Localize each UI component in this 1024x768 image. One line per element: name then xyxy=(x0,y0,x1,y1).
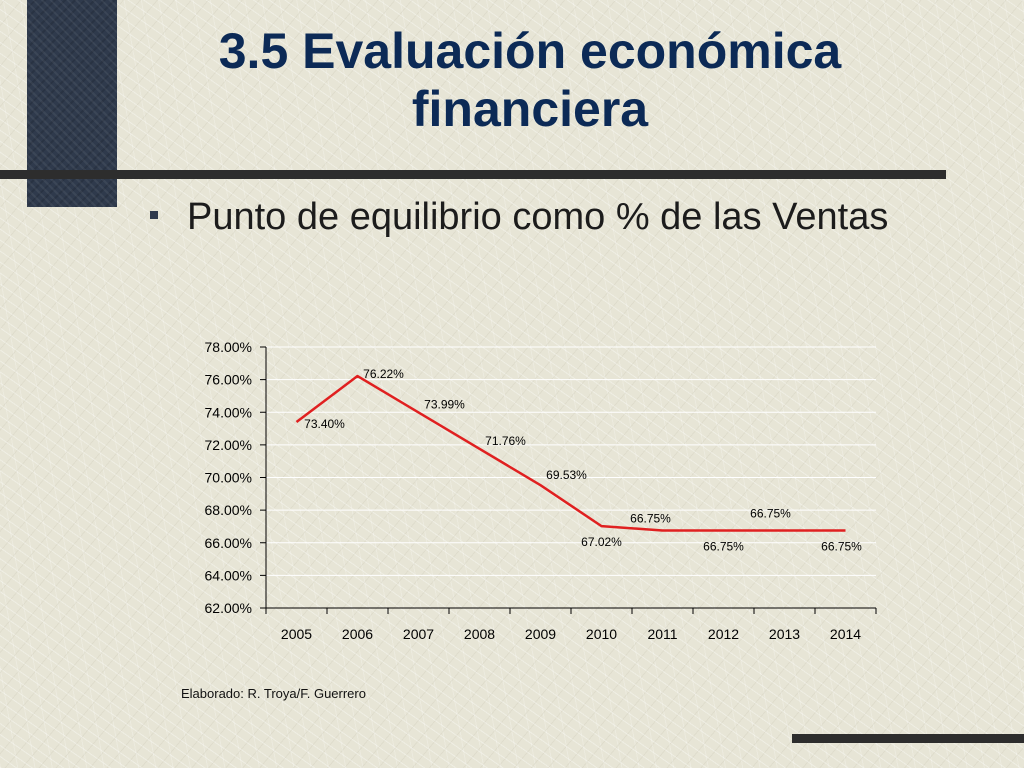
y-tick-label: 68.00% xyxy=(205,502,252,518)
y-tick-label: 66.00% xyxy=(205,535,252,551)
data-label: 73.99% xyxy=(424,397,465,411)
y-tick-label: 72.00% xyxy=(205,437,252,453)
y-tick-label: 74.00% xyxy=(205,404,252,420)
y-tick-label: 76.00% xyxy=(205,372,252,388)
x-tick-label: 2011 xyxy=(647,626,677,642)
x-tick-label: 2013 xyxy=(769,626,800,642)
title-rule xyxy=(0,170,946,179)
data-label: 66.75% xyxy=(821,540,862,554)
data-label: 66.75% xyxy=(630,512,671,526)
y-tick-label: 62.00% xyxy=(205,600,252,616)
x-tick-label: 2005 xyxy=(281,626,312,642)
breakeven-line-chart: 62.00% 64.00% 66.00% 68.00% 70.00% 72.00% 74.0… xyxy=(205,339,877,642)
bullet-text: Punto de equilibrio como % de las Ventas xyxy=(187,196,889,238)
x-tick-label: 2007 xyxy=(403,626,434,642)
bullet-item: Punto de equilibrio como % de las Ventas xyxy=(150,194,930,240)
data-label: 66.75% xyxy=(703,540,744,554)
data-label: 67.02% xyxy=(581,535,622,549)
y-tick-label: 78.00% xyxy=(205,339,252,355)
x-tick-label: 2009 xyxy=(525,626,556,642)
y-tick-label: 70.00% xyxy=(205,470,252,486)
footer-rule xyxy=(792,734,1024,743)
slide-title-line-1: 3.5 Evaluación económica xyxy=(218,23,842,79)
series-line xyxy=(295,374,846,532)
data-label: 73.40% xyxy=(304,417,345,431)
slide-title-line-2: financiera xyxy=(411,81,649,137)
x-tick-label: 2010 xyxy=(586,626,617,642)
data-label: 69.53% xyxy=(546,468,587,482)
credit-note: Elaborado: R. Troya/F. Guerrero xyxy=(181,686,366,701)
x-tick-label: 2012 xyxy=(708,626,739,642)
x-tick-label: 2014 xyxy=(830,626,861,642)
data-label: 71.76% xyxy=(485,434,526,448)
x-tick-label: 2008 xyxy=(464,626,495,642)
data-label: 76.22% xyxy=(363,367,404,381)
slide-title: 3.5 Evaluación económica financiera xyxy=(130,22,930,138)
y-tick-label: 64.00% xyxy=(205,567,252,583)
x-tick-label: 2006 xyxy=(342,626,373,642)
data-label: 66.75% xyxy=(750,507,791,521)
bullet-square-icon xyxy=(150,211,158,219)
